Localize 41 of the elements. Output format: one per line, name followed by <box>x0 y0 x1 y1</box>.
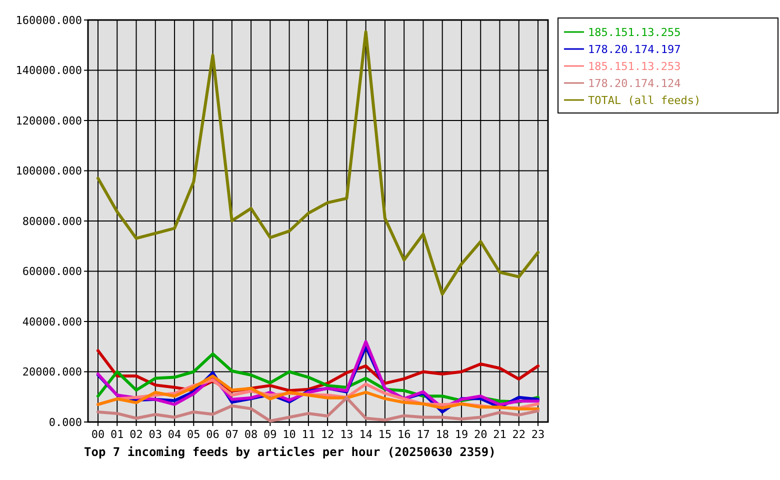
x-tick-label: 07 <box>225 428 239 441</box>
x-tick-label: 06 <box>206 428 220 441</box>
x-tick-label: 15 <box>378 428 392 441</box>
y-tick-label: 60000.000 <box>22 265 82 278</box>
x-tick-label: 05 <box>187 428 200 441</box>
legend-label: 185.151.13.255 <box>588 26 681 39</box>
y-tick-label: 20000.000 <box>22 366 82 379</box>
text: Top 7 incoming feeds by articles per hour (20250630 2359) <box>84 445 496 459</box>
line-series <box>96 30 540 296</box>
legend-label: 178.20.174.124 <box>588 76 682 90</box>
x-tick-label: 11 <box>302 428 316 441</box>
y-tick-label: 140000.000 <box>16 64 82 78</box>
y-tick-label: 160000.000 <box>16 14 82 27</box>
x-tick-label: 08 <box>244 428 258 441</box>
x-tick-label: 18 <box>436 428 449 441</box>
y-tick-label: 40000.000 <box>22 315 82 328</box>
x-tick-label: 12 <box>320 428 334 441</box>
x-tick-label: 16 <box>397 428 411 441</box>
y-tick-label: 0.000 <box>48 416 82 429</box>
x-tick-label: 17 <box>416 428 430 441</box>
x-tick-label: 02 <box>130 428 143 441</box>
x-tick-label: 03 <box>148 428 162 441</box>
x-tick-label: 01 <box>110 428 124 441</box>
x-tick-label: 04 <box>168 428 182 441</box>
legend-label: TOTAL (all feeds) <box>588 94 701 107</box>
x-tick-label: 20 <box>474 428 488 441</box>
x-tick-label: 13 <box>340 428 354 441</box>
line-series <box>96 396 540 422</box>
legend-label: 178.20.174.197 <box>588 42 681 56</box>
x-tick-label: 19 <box>454 428 468 441</box>
y-tick-label: 80000.000 <box>22 214 82 228</box>
x-tick-label: 14 <box>359 428 373 441</box>
y-tick-label: 100000.000 <box>16 164 82 178</box>
x-tick-label: 09 <box>264 428 277 441</box>
x-tick-label: 00 <box>91 428 105 441</box>
legend-label: 185.151.13.253 <box>588 60 681 73</box>
x-tick-label: 23 <box>531 428 545 441</box>
x-tick-label: 10 <box>282 428 296 441</box>
x-tick-label: 21 <box>493 428 506 441</box>
x-tick-label: 22 <box>512 428 526 441</box>
y-tick-label: 120000.000 <box>16 114 82 128</box>
